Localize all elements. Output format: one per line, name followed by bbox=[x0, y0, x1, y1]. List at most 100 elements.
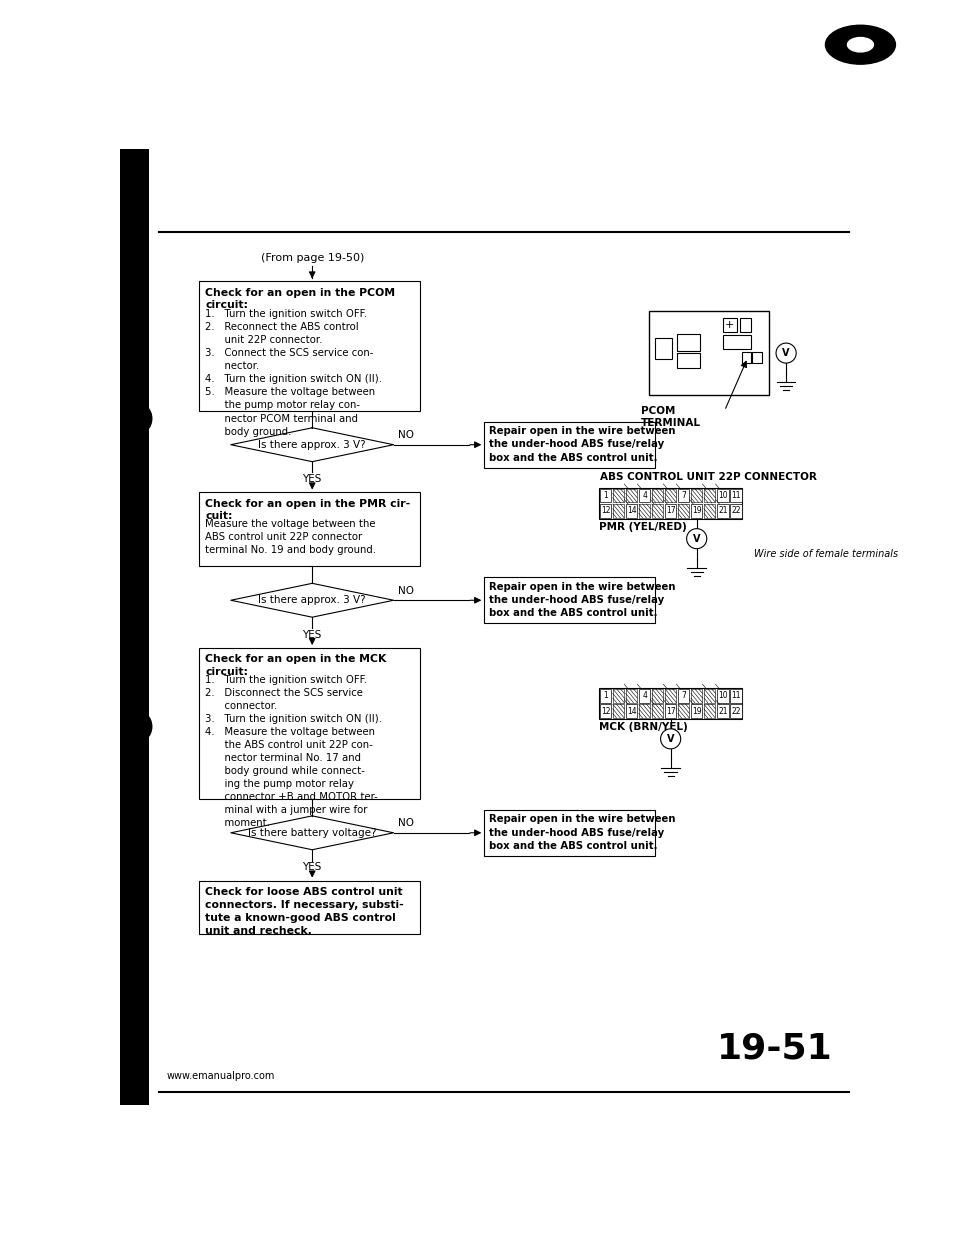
FancyBboxPatch shape bbox=[678, 704, 689, 718]
FancyBboxPatch shape bbox=[600, 488, 612, 503]
Circle shape bbox=[806, 15, 915, 75]
Text: 19-51: 19-51 bbox=[717, 1031, 833, 1066]
Text: +: + bbox=[725, 320, 734, 330]
Text: 1: 1 bbox=[603, 491, 608, 501]
Text: Check for an open in the PMR cir-
cuit:: Check for an open in the PMR cir- cuit: bbox=[205, 498, 411, 522]
Circle shape bbox=[848, 37, 874, 52]
Circle shape bbox=[826, 25, 896, 65]
FancyBboxPatch shape bbox=[741, 353, 751, 363]
FancyBboxPatch shape bbox=[717, 704, 729, 718]
FancyBboxPatch shape bbox=[652, 704, 663, 718]
Text: V: V bbox=[667, 734, 674, 744]
Text: 10: 10 bbox=[718, 491, 728, 501]
Text: (From page 19-50): (From page 19-50) bbox=[260, 253, 364, 263]
Text: Wire side of female terminals: Wire side of female terminals bbox=[754, 549, 898, 559]
Text: 19: 19 bbox=[692, 507, 702, 515]
Text: PCOM
TERMINAL: PCOM TERMINAL bbox=[641, 406, 701, 427]
FancyBboxPatch shape bbox=[704, 689, 715, 703]
FancyBboxPatch shape bbox=[199, 282, 420, 411]
Text: 1: 1 bbox=[603, 692, 608, 700]
FancyBboxPatch shape bbox=[677, 353, 700, 369]
FancyBboxPatch shape bbox=[638, 504, 650, 518]
FancyBboxPatch shape bbox=[599, 688, 742, 719]
Text: YES: YES bbox=[302, 862, 322, 872]
FancyBboxPatch shape bbox=[723, 335, 751, 349]
Text: Is there approx. 3 V?: Is there approx. 3 V? bbox=[258, 440, 366, 450]
FancyBboxPatch shape bbox=[484, 578, 655, 623]
FancyBboxPatch shape bbox=[652, 504, 663, 518]
FancyBboxPatch shape bbox=[665, 689, 677, 703]
Text: Repair open in the wire between
the under-hood ABS fuse/relay
box and the ABS co: Repair open in the wire between the unde… bbox=[489, 426, 676, 462]
Text: 4: 4 bbox=[642, 692, 647, 700]
FancyBboxPatch shape bbox=[199, 648, 420, 799]
FancyBboxPatch shape bbox=[665, 704, 677, 718]
FancyBboxPatch shape bbox=[612, 488, 624, 503]
Text: YES: YES bbox=[302, 630, 322, 640]
Text: NO: NO bbox=[398, 586, 414, 596]
FancyBboxPatch shape bbox=[704, 704, 715, 718]
Polygon shape bbox=[230, 584, 394, 617]
FancyBboxPatch shape bbox=[484, 810, 655, 856]
Polygon shape bbox=[230, 816, 394, 850]
FancyBboxPatch shape bbox=[704, 488, 715, 503]
FancyBboxPatch shape bbox=[626, 488, 637, 503]
FancyBboxPatch shape bbox=[730, 704, 741, 718]
Text: 22: 22 bbox=[732, 707, 740, 715]
Text: 1.   Turn the ignition switch OFF.
2.   Reconnect the ABS control
      unit 22P: 1. Turn the ignition switch OFF. 2. Reco… bbox=[205, 309, 382, 436]
FancyBboxPatch shape bbox=[120, 149, 150, 1105]
FancyBboxPatch shape bbox=[652, 689, 663, 703]
Text: 12: 12 bbox=[601, 507, 611, 515]
Text: 22: 22 bbox=[732, 507, 740, 515]
Text: Is there approx. 3 V?: Is there approx. 3 V? bbox=[258, 595, 366, 605]
Text: MCK (BRN/YEL): MCK (BRN/YEL) bbox=[599, 722, 687, 732]
FancyBboxPatch shape bbox=[730, 689, 741, 703]
FancyBboxPatch shape bbox=[678, 504, 689, 518]
Text: NO: NO bbox=[398, 430, 414, 440]
FancyBboxPatch shape bbox=[600, 689, 612, 703]
Circle shape bbox=[776, 343, 796, 363]
Text: NO: NO bbox=[398, 818, 414, 828]
FancyBboxPatch shape bbox=[691, 488, 703, 503]
FancyBboxPatch shape bbox=[665, 488, 677, 503]
Text: ABS: ABS bbox=[912, 40, 937, 50]
Polygon shape bbox=[230, 427, 394, 462]
Text: 14: 14 bbox=[627, 507, 636, 515]
Text: 17: 17 bbox=[666, 507, 676, 515]
FancyBboxPatch shape bbox=[704, 504, 715, 518]
FancyBboxPatch shape bbox=[599, 488, 742, 519]
Text: ABS CONTROL UNIT 22P CONNECTOR: ABS CONTROL UNIT 22P CONNECTOR bbox=[601, 472, 817, 482]
Text: 17: 17 bbox=[666, 707, 676, 715]
Text: Measure the voltage between the
ABS control unit 22P connector
terminal No. 19 a: Measure the voltage between the ABS cont… bbox=[205, 519, 376, 555]
FancyBboxPatch shape bbox=[691, 689, 703, 703]
Text: Is there battery voltage?: Is there battery voltage? bbox=[248, 828, 376, 838]
Text: 7: 7 bbox=[682, 491, 686, 501]
FancyBboxPatch shape bbox=[638, 689, 650, 703]
Circle shape bbox=[686, 529, 707, 549]
FancyBboxPatch shape bbox=[199, 881, 420, 934]
Text: 4: 4 bbox=[642, 491, 647, 501]
Text: YES: YES bbox=[302, 474, 322, 484]
FancyBboxPatch shape bbox=[612, 689, 624, 703]
FancyBboxPatch shape bbox=[665, 504, 677, 518]
FancyBboxPatch shape bbox=[678, 488, 689, 503]
Text: PMR (YEL/RED): PMR (YEL/RED) bbox=[599, 522, 686, 532]
Text: 11: 11 bbox=[732, 491, 740, 501]
Text: 12: 12 bbox=[601, 707, 611, 715]
Text: V: V bbox=[693, 534, 701, 544]
FancyBboxPatch shape bbox=[740, 318, 751, 333]
Text: Check for an open in the PCOM
circuit:: Check for an open in the PCOM circuit: bbox=[205, 288, 396, 310]
FancyBboxPatch shape bbox=[678, 689, 689, 703]
FancyBboxPatch shape bbox=[730, 488, 741, 503]
FancyBboxPatch shape bbox=[717, 504, 729, 518]
FancyBboxPatch shape bbox=[638, 488, 650, 503]
FancyBboxPatch shape bbox=[753, 353, 761, 363]
Text: Check for loose ABS control unit
connectors. If necessary, substi-
tute a known-: Check for loose ABS control unit connect… bbox=[205, 887, 404, 936]
FancyBboxPatch shape bbox=[600, 704, 612, 718]
Text: Repair open in the wire between
the under-hood ABS fuse/relay
box and the ABS co: Repair open in the wire between the unde… bbox=[489, 815, 676, 851]
FancyBboxPatch shape bbox=[717, 488, 729, 503]
Circle shape bbox=[118, 401, 152, 436]
FancyBboxPatch shape bbox=[655, 338, 672, 359]
FancyBboxPatch shape bbox=[638, 704, 650, 718]
Text: 21: 21 bbox=[718, 507, 728, 515]
FancyBboxPatch shape bbox=[730, 504, 741, 518]
